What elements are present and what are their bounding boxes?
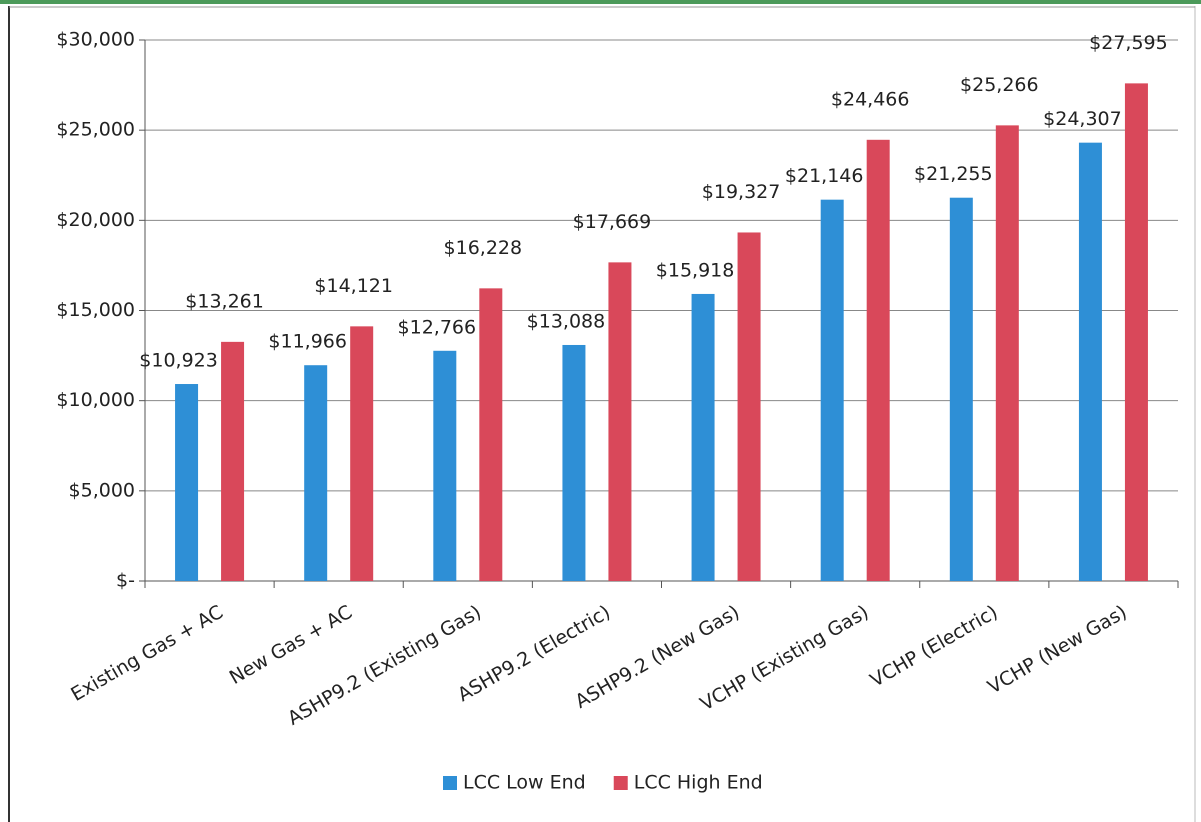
x-tick-label: VCHP (New Gas) <box>984 601 1131 698</box>
value-label: $15,918 <box>656 259 735 281</box>
bar <box>608 262 632 581</box>
x-tick-label: New Gas + AC <box>226 601 356 689</box>
value-label: $13,088 <box>527 310 606 332</box>
bar <box>1078 142 1102 582</box>
y-tick-label: $30,000 <box>56 29 135 51</box>
bar <box>949 197 973 581</box>
value-label: $16,228 <box>444 237 523 259</box>
legend-label: LCC High End <box>634 772 763 794</box>
value-label: $11,966 <box>268 331 347 353</box>
y-tick-label: $- <box>116 570 135 592</box>
bar <box>820 199 844 582</box>
legend-swatch <box>443 776 457 790</box>
value-label: $21,255 <box>914 163 993 185</box>
value-label: $24,466 <box>831 88 910 110</box>
bar <box>737 232 761 581</box>
value-label: $12,766 <box>398 316 477 338</box>
bar <box>175 384 199 581</box>
bar <box>1124 83 1148 581</box>
y-tick-label: $20,000 <box>56 209 135 231</box>
value-label: $21,146 <box>785 165 864 187</box>
y-tick-label: $15,000 <box>56 299 135 321</box>
bar <box>995 125 1019 581</box>
bar <box>350 326 374 581</box>
value-label: $10,923 <box>139 350 218 372</box>
bar <box>479 288 503 581</box>
value-label: $13,261 <box>185 290 264 312</box>
y-tick-label: $5,000 <box>69 479 135 501</box>
x-tick-label: Existing Gas + AC <box>67 601 227 706</box>
value-label: $17,669 <box>573 211 652 233</box>
bar <box>433 350 457 581</box>
legend-label: LCC Low End <box>463 772 586 794</box>
bar <box>866 139 890 582</box>
y-tick-label: $25,000 <box>56 119 135 141</box>
value-label: $24,307 <box>1043 108 1122 130</box>
y-tick-label: $10,000 <box>56 389 135 411</box>
value-label: $14,121 <box>314 275 393 297</box>
bar <box>562 344 586 581</box>
top-border <box>0 0 1201 4</box>
x-tick-label: VCHP (Electric) <box>866 601 1001 692</box>
bar <box>691 293 715 581</box>
legend-swatch <box>613 776 628 790</box>
value-label: $25,266 <box>960 74 1039 96</box>
bar <box>221 341 245 581</box>
bar <box>304 365 328 581</box>
value-label: $27,595 <box>1089 32 1168 54</box>
value-label: $19,327 <box>702 181 781 203</box>
